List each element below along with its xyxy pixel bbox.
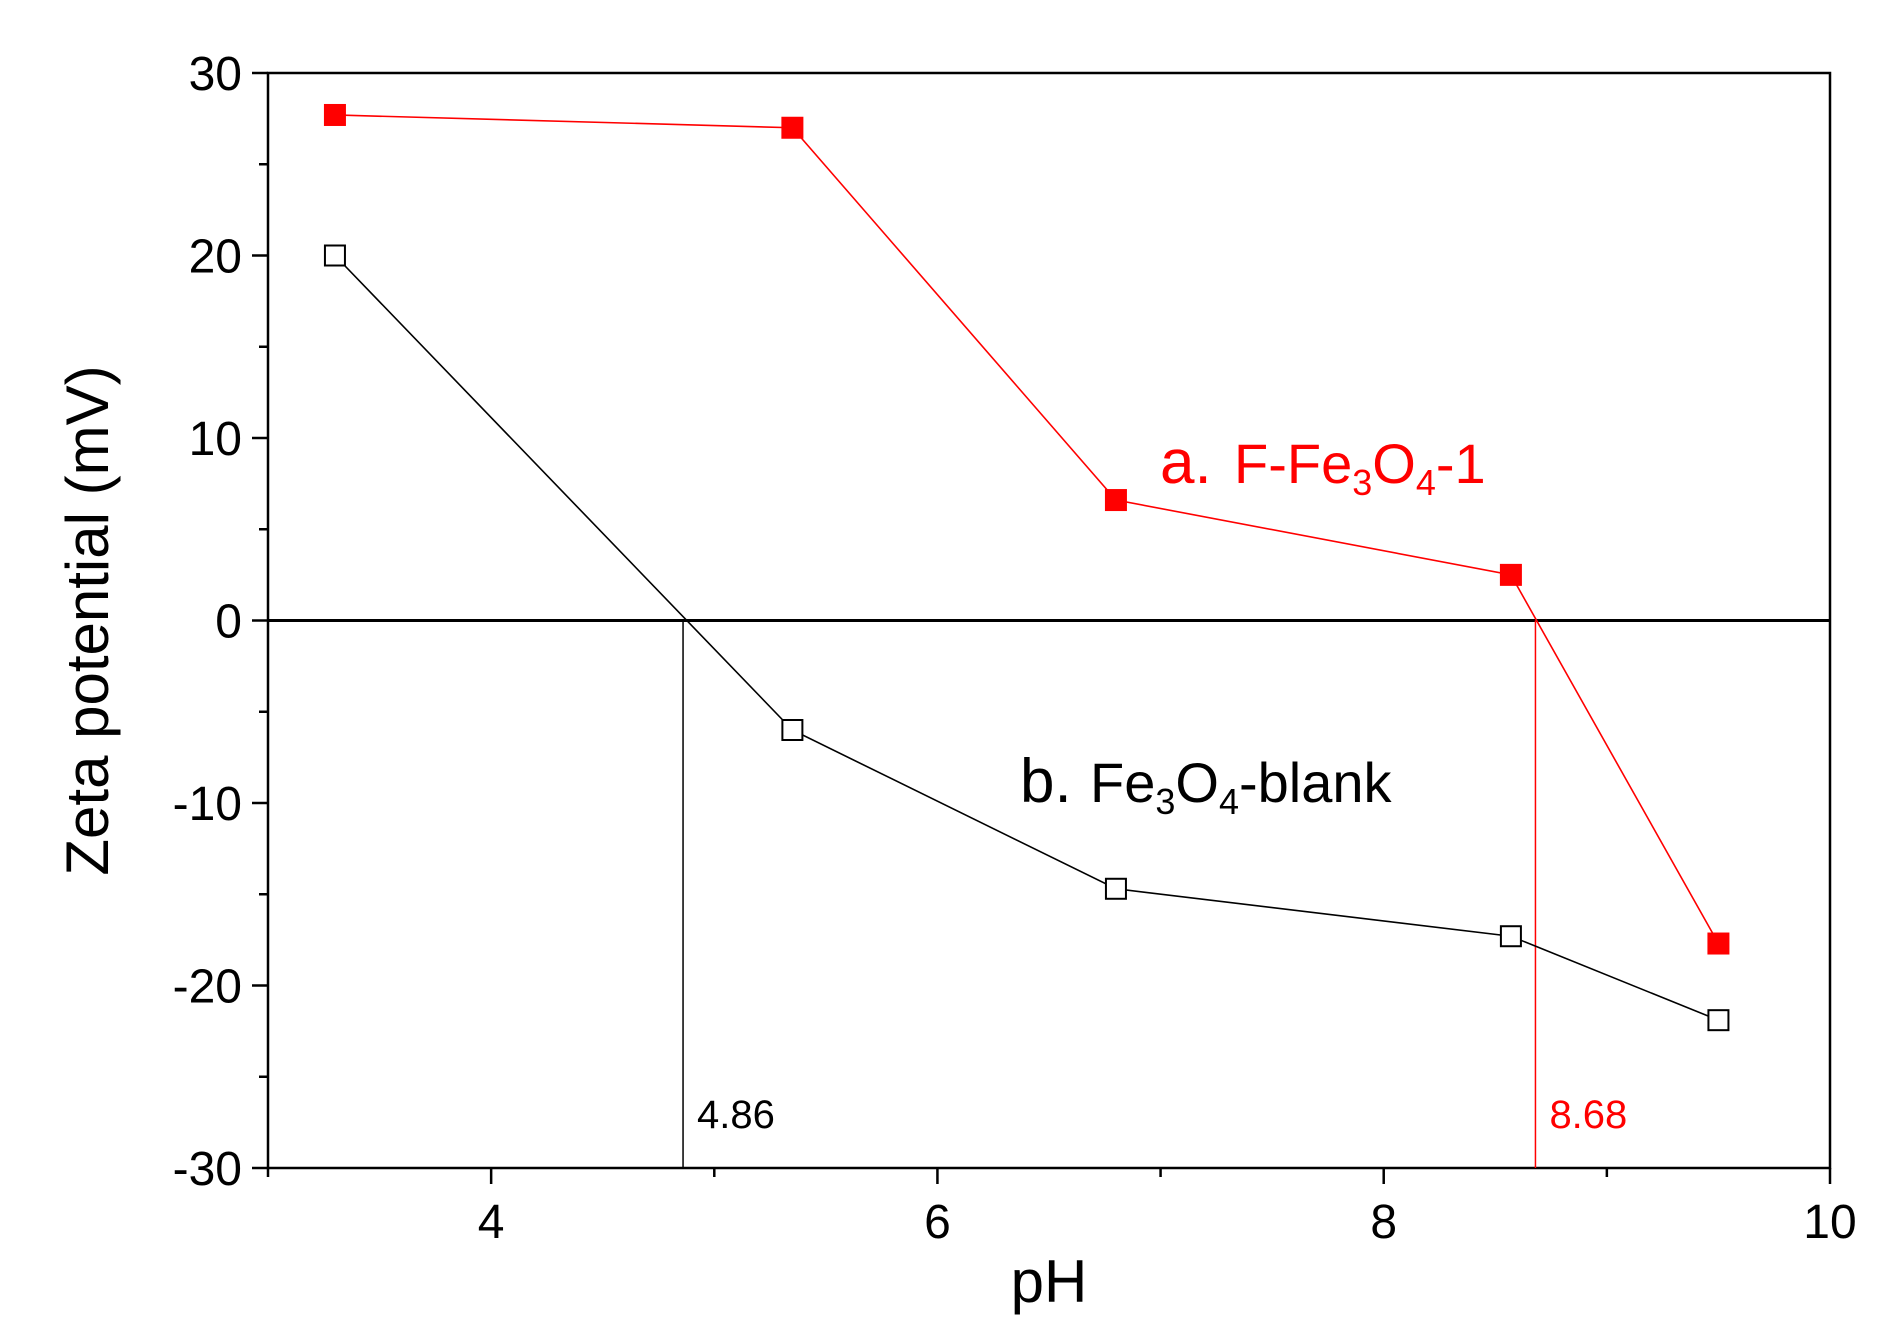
data-point-marker [1707,932,1730,955]
crossing-value-label: 8.68 [1549,1093,1627,1137]
axis-titles: pH Zeta potential (mV) [54,365,1087,1315]
data-point-marker [781,116,804,139]
data-point-marker [1707,1009,1730,1032]
series-line-b [334,254,1719,1021]
series-label-text: O [1175,751,1219,814]
data-point-marker [323,244,346,267]
x-tick-label: 6 [924,1196,951,1249]
y-tick-label: -10 [173,778,242,831]
y-tick-label: -30 [173,1143,242,1196]
series-label-prefix: a. [1160,428,1212,497]
annotations: 4.86 8.68 [682,620,1627,1168]
x-tick-label: 4 [478,1196,505,1249]
axis-ticks: 4 6 8 10 -30 -20 -10 0 10 20 30 [173,48,1857,1249]
data-point-marker [1499,563,1522,586]
y-tick-label: 0 [215,596,242,649]
series-label-subscript: 4 [1219,781,1239,822]
x-tick-label: 10 [1803,1196,1856,1249]
series-line-a [334,114,1720,944]
series-label-text: Fe [1090,751,1155,814]
x-axis-title: pH [1011,1248,1088,1315]
data-point-marker [781,719,804,741]
series-labels: a. F-Fe3O4-1b. Fe3O4-blank [1020,428,1486,822]
data-point-marker [1499,925,1522,948]
series [323,103,1730,1032]
series-label: Fe3O4-blank [1090,751,1393,822]
series-label-subscript: 3 [1352,462,1372,503]
series-label-text: O [1372,432,1416,495]
series-label: F-Fe3O4-1 [1234,432,1486,503]
series-label-subscript: 3 [1155,781,1175,822]
y-tick-label: -20 [173,961,242,1014]
data-point-marker [1104,489,1127,512]
y-axis-title: Zeta potential (mV) [54,365,121,875]
x-tick-label: 8 [1370,1196,1397,1249]
series-label-text: -1 [1436,432,1486,495]
y-tick-label: 20 [189,231,242,284]
data-point-marker [1104,877,1127,900]
data-point-marker [323,103,346,126]
crossing-value-label: 4.86 [697,1093,775,1137]
series-label-subscript: 4 [1416,462,1436,503]
series-label-text: -blank [1239,751,1393,814]
y-tick-label: 10 [189,413,242,466]
series-label-text: F-Fe [1234,432,1352,495]
series-label-prefix: b. [1020,747,1072,816]
y-tick-label: 30 [189,48,242,101]
